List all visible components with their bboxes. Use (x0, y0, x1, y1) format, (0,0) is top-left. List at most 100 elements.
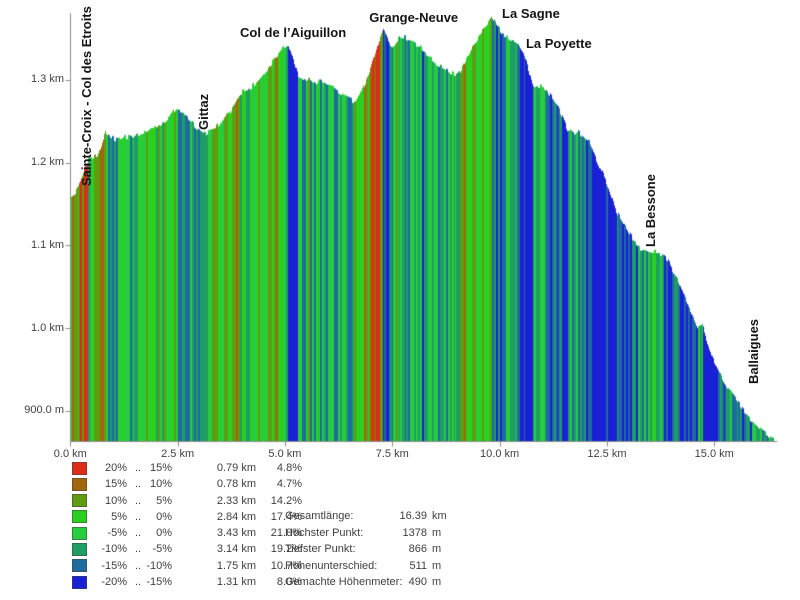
gradient-legend: 20% .. 15% 0.79 km 4.8% 15% .. 10% 0.78 … (72, 460, 312, 590)
stat-unit: m (432, 559, 442, 572)
legend-distance: 3.43 km (216, 527, 256, 540)
legend-separator: .. (134, 527, 142, 540)
stat-label: Höchster Punkt: (285, 526, 364, 539)
y-tick-label: 1.2 km (30, 156, 64, 169)
legend-distance: 2.33 km (216, 494, 256, 507)
legend-row: -5% .. 0% 3.43 km 21.0% (72, 525, 312, 541)
legend-share: 10.7% (270, 559, 302, 572)
legend-distance: 0.79 km (216, 462, 256, 474)
legend-swatch (72, 494, 87, 508)
legend-row: -10% .. -5% 3.14 km 19.2% (72, 541, 312, 557)
legend-to: -5% (152, 543, 172, 556)
legend-from: -20% (101, 576, 127, 589)
legend-swatch (72, 477, 87, 491)
stat-value: 866 (408, 543, 427, 556)
x-tick-label: 7.5 km (375, 448, 409, 460)
legend-swatch (72, 559, 87, 573)
waypoint-label-grange-neuve: Grange-Neuve (369, 10, 459, 26)
stat-unit: km (432, 510, 447, 522)
legend-separator: .. (134, 462, 142, 474)
legend-to: -10% (146, 559, 172, 572)
legend-to: 10% (149, 478, 172, 491)
legend-distance: 1.75 km (216, 559, 256, 572)
legend-row: 5% .. 0% 2.84 km 17.4% (72, 509, 312, 525)
legend-share: 14.2% (270, 494, 302, 507)
legend-row: -15% .. -10% 1.75 km 10.7% (72, 558, 312, 574)
stat-row: Gesamtlänge: 16.39 km (285, 508, 505, 525)
legend-distance: 1.31 km (216, 576, 256, 589)
legend-separator: .. (134, 478, 142, 491)
legend-distance: 3.14 km (216, 543, 256, 556)
legend-separator: .. (134, 543, 142, 556)
legend-swatch (72, 510, 87, 524)
legend-row: 15% .. 10% 0.78 km 4.7% (72, 476, 312, 492)
legend-to: 5% (156, 494, 172, 507)
stat-unit: m (432, 526, 442, 539)
stat-value: 490 (408, 576, 427, 589)
y-tick-label: 1.3 km (30, 73, 64, 86)
stat-label: Gemachte Höhenmeter: (285, 576, 403, 589)
stat-value: 16.39 (399, 510, 427, 522)
legend-from: 15% (104, 478, 127, 491)
legend-from: 20% (104, 462, 127, 474)
stat-row: Höchster Punkt: 1378 m (285, 525, 505, 542)
stat-label: Tiefster Punkt: (285, 543, 356, 556)
y-tick-label: 1.0 km (30, 321, 64, 334)
legend-swatch (72, 542, 87, 556)
legend-share: 8.0% (276, 576, 302, 589)
waypoint-label-sainte-croix-col-des-etroits: Sainte-Croix - Col des Etroits (79, 5, 95, 186)
x-tick-label: 5.0 km (268, 448, 302, 460)
x-tick-label: 10.0 km (480, 448, 520, 460)
stat-label: Gesamtlänge: (285, 510, 354, 522)
waypoint-label-gittaz: Gittaz (195, 93, 211, 130)
legend-swatch (72, 575, 87, 589)
legend-to: 0% (156, 510, 172, 523)
legend-share: 4.8% (276, 462, 302, 474)
legend-share: 19.2% (270, 543, 302, 556)
waypoint-label-col-de-laiguillon: Col de l’Aiguillon (240, 25, 347, 41)
waypoint-label-la-poyette: La Poyette (525, 35, 592, 51)
waypoint-label-ballaigues: Ballaigues (745, 319, 761, 385)
legend-share: 17.4% (270, 510, 302, 523)
stat-value: 511 (409, 559, 427, 572)
y-tick-label: 1.1 km (30, 238, 64, 251)
legend-separator: .. (134, 510, 142, 523)
legend-swatch (72, 461, 87, 475)
x-tick-label: 0.0 km (53, 448, 87, 460)
y-tick-label: 900.0 m (24, 404, 64, 417)
stat-label: Höhenunterschied: (285, 559, 378, 572)
legend-from: 5% (111, 510, 127, 523)
legend-row: -20% .. -15% 1.31 km 8.0% (72, 574, 312, 590)
x-tick-label: 2.5 km (161, 448, 195, 460)
legend-to: 0% (156, 527, 172, 540)
x-tick-label: 12.5 km (587, 448, 627, 460)
legend-from: -10% (101, 543, 127, 556)
stat-unit: m (432, 576, 442, 589)
legend-separator: .. (134, 576, 142, 589)
stat-value: 1378 (402, 526, 427, 539)
legend-to: -15% (146, 576, 172, 589)
x-tick-label: 15.0 km (694, 448, 734, 460)
elevation-profile-canvas (0, 0, 800, 460)
legend-distance: 0.78 km (216, 478, 256, 491)
stat-row: Gemachte Höhenmeter: 490 m (285, 574, 505, 591)
legend-row: 10% .. 5% 2.33 km 14.2% (72, 493, 312, 509)
legend-separator: .. (134, 559, 142, 572)
legend-row: 20% .. 15% 0.79 km 4.8% (72, 460, 312, 476)
legend-swatch (72, 526, 87, 540)
stat-row: Höhenunterschied: 511 m (285, 558, 505, 575)
legend-separator: .. (134, 494, 142, 507)
stat-unit: m (432, 543, 442, 556)
legend-to: 15% (149, 462, 172, 474)
waypoint-label-la-sagne: La Sagne (502, 6, 560, 22)
legend-share: 21.0% (270, 527, 302, 540)
waypoint-label-la-bessone: La Bessone (642, 173, 658, 247)
legend-from: 10% (104, 494, 127, 507)
legend-share: 4.7% (276, 478, 302, 491)
legend-from: -5% (107, 527, 127, 540)
stat-row: Tiefster Punkt: 866 m (285, 541, 505, 558)
legend-from: -15% (101, 559, 127, 572)
route-statistics: Gesamtlänge: 16.39 km Höchster Punkt: 13… (285, 508, 505, 591)
legend-distance: 2.84 km (216, 510, 256, 523)
